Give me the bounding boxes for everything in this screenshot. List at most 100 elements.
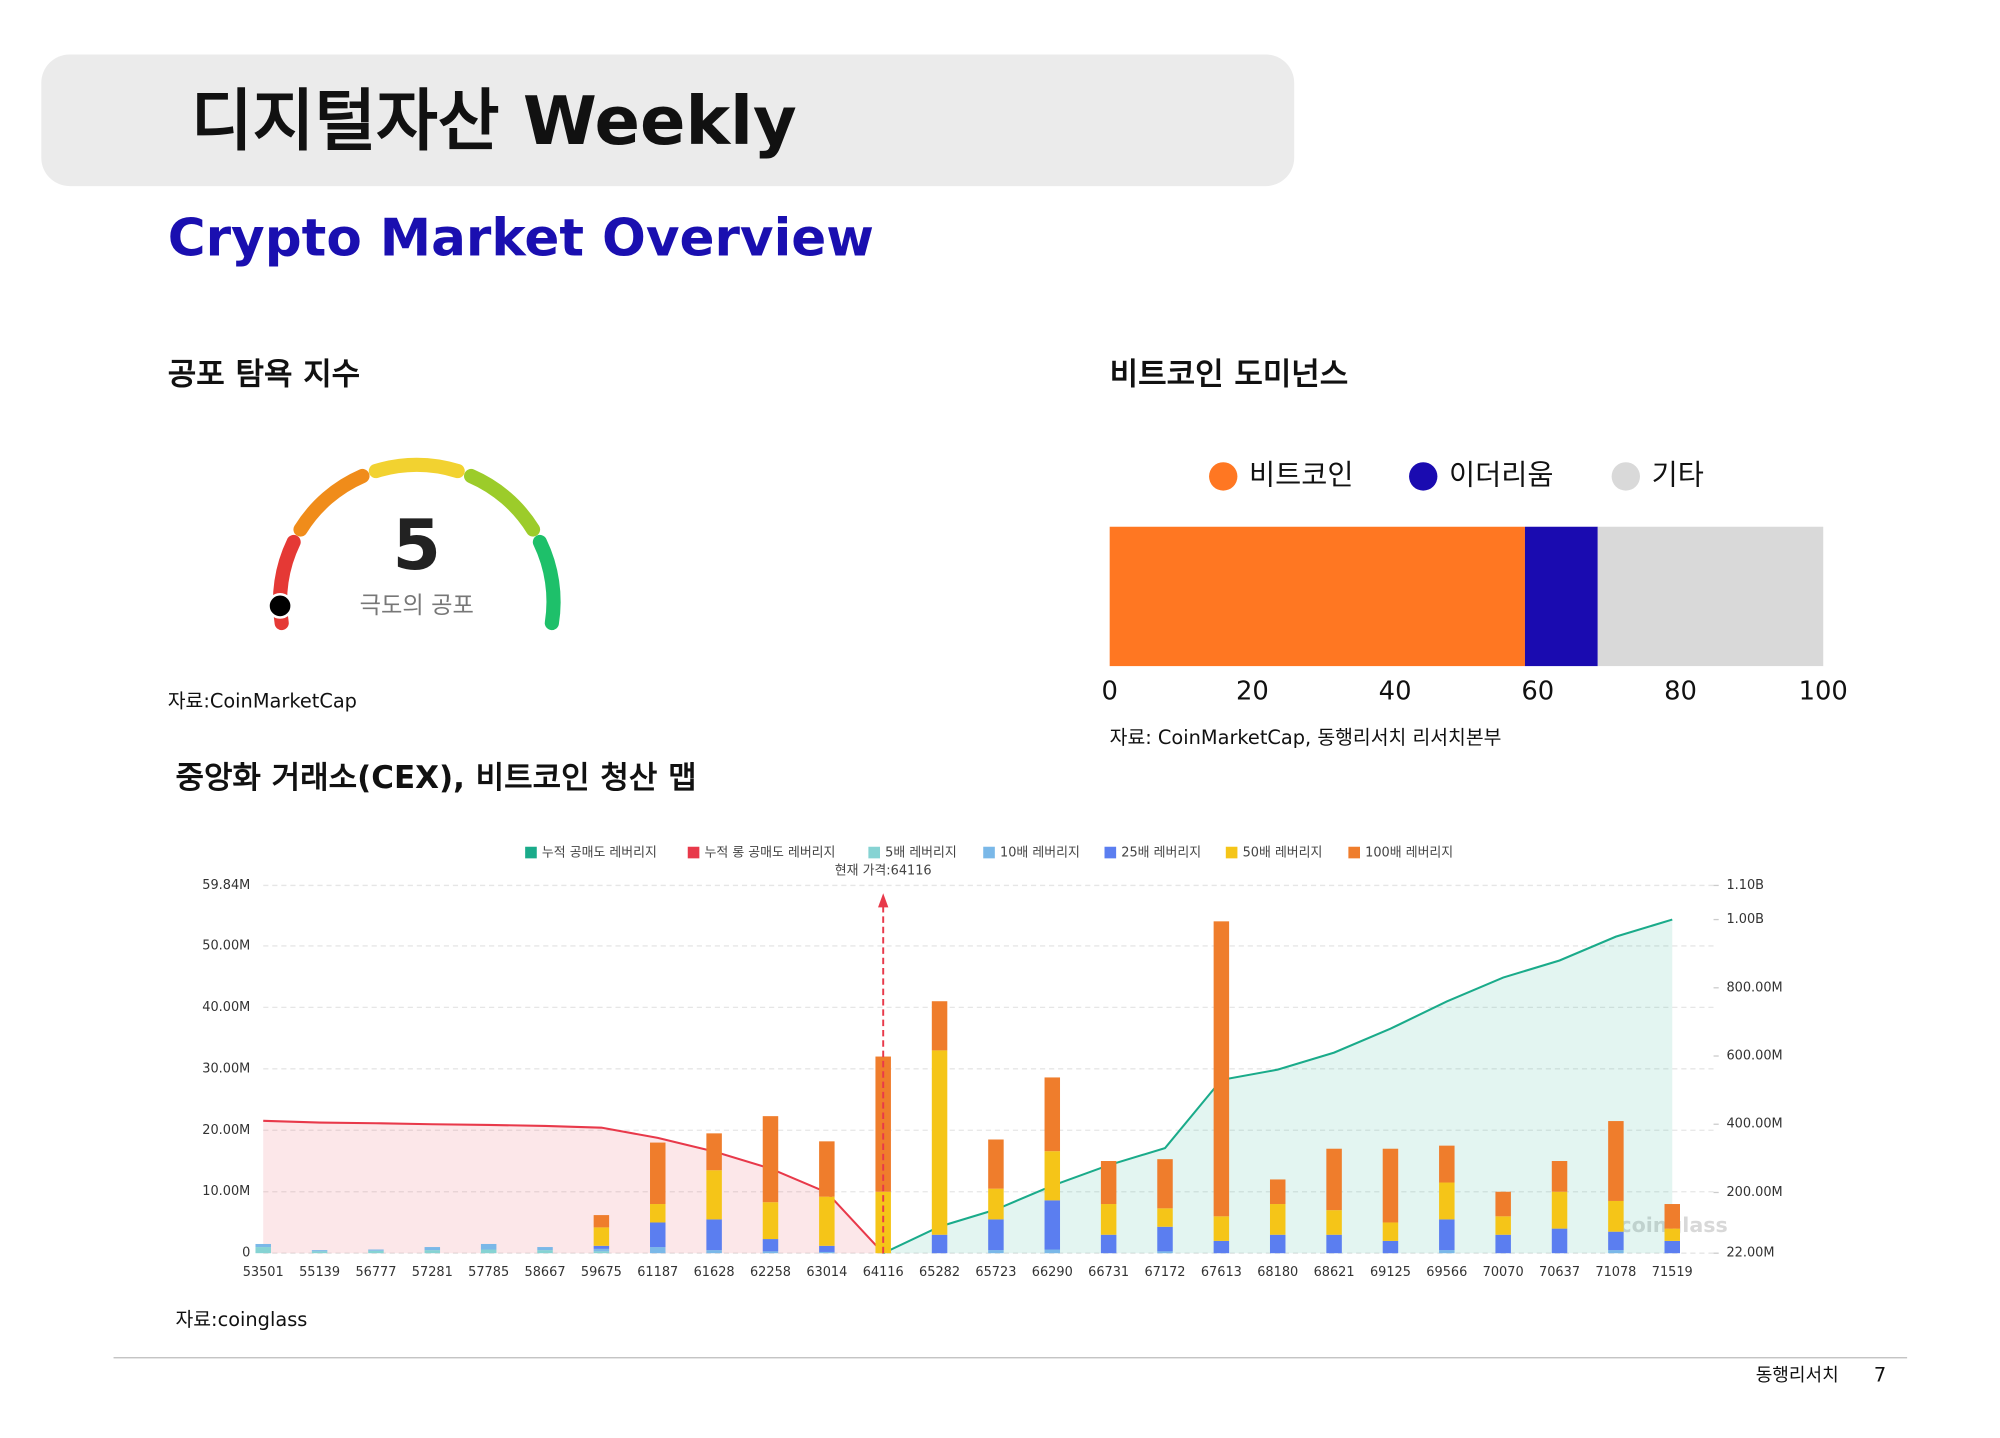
liquidation-bar — [1495, 1191, 1511, 1217]
liquidation-bar — [1382, 1148, 1399, 1223]
x-tick-label: 55139 — [299, 1265, 340, 1280]
liquidation-bar — [1100, 1161, 1117, 1205]
x-tick-label: 65282 — [919, 1265, 960, 1280]
liquidation-bar — [1439, 1219, 1455, 1251]
legend-label: 100배 레버리지 — [1365, 846, 1453, 861]
liquidation-bar — [1551, 1191, 1568, 1229]
y-tick-label: 30.00M — [202, 1061, 250, 1076]
gauge-segment — [463, 468, 541, 537]
liquidation-bar — [650, 1204, 666, 1223]
liquidation-bar — [988, 1219, 1004, 1251]
x-tick-label: 0 — [1101, 676, 1117, 706]
x-tick-label: 57785 — [468, 1265, 509, 1280]
x-tick-label: 100 — [1799, 676, 1848, 706]
x-tick-label: 60 — [1521, 676, 1554, 706]
liquidation-bar — [424, 1250, 441, 1254]
liquidation-bar — [1551, 1228, 1568, 1254]
legend-swatch — [868, 846, 880, 859]
x-tick-label: 62258 — [750, 1265, 791, 1280]
liquidation-bar — [1326, 1148, 1342, 1211]
y2-tick-label: 22.00M — [1726, 1246, 1774, 1261]
liquidation-bar — [1439, 1145, 1455, 1183]
y-tick-label: 0 — [242, 1246, 250, 1261]
y-tick-label: 40.00M — [202, 1000, 250, 1015]
gauge-segment — [293, 468, 370, 537]
cumulative-line — [882, 918, 1673, 1255]
legend-swatch — [1348, 846, 1360, 859]
liquidation-bar — [650, 1142, 666, 1205]
liquidation-bar — [1269, 1204, 1286, 1235]
dominance-segment — [1597, 526, 1824, 667]
liquidation-bar — [819, 1141, 835, 1197]
footer-company: 동행리서치 — [1756, 1365, 1839, 1386]
liquidation-bar — [762, 1251, 779, 1254]
liquidation-bar — [537, 1247, 553, 1251]
y2-tick-label: 600.00M — [1726, 1049, 1782, 1064]
liquidation-bar — [706, 1133, 722, 1171]
y-tick-label: 59.84M — [202, 878, 250, 893]
legend-label: 누적 롱 공매도 레버리지 — [705, 846, 836, 861]
y-tick-label: 20.00M — [202, 1123, 250, 1138]
legend-swatch — [1209, 462, 1238, 491]
liquidation-bar — [1213, 921, 1230, 1217]
liquidation-bar — [311, 1250, 328, 1252]
x-tick-label: 58667 — [525, 1265, 566, 1280]
section-title: 중앙화 거래소(CEX), 비트코인 청산 맵 — [175, 760, 696, 796]
x-tick-label: 71078 — [1595, 1265, 1636, 1280]
liquidation-bar — [650, 1222, 666, 1248]
liquidation-bar — [1269, 1234, 1286, 1254]
legend-swatch — [1104, 846, 1117, 859]
cumulative-area — [883, 919, 1673, 1254]
liquidation-bar — [819, 1251, 835, 1254]
liquidation-bar — [480, 1249, 497, 1254]
liquidation-bar — [1044, 1200, 1061, 1250]
legend-label: 25배 레버리지 — [1121, 846, 1201, 861]
legend-label: 누적 공매도 레버리지 — [542, 846, 657, 861]
liquidation-bar — [255, 1247, 271, 1254]
x-tick-label: 66731 — [1088, 1265, 1129, 1280]
x-tick-label: 70637 — [1539, 1265, 1580, 1280]
y-tick-label: 10.00M — [202, 1184, 250, 1199]
legend-swatch — [1225, 846, 1238, 859]
x-tick-label: 65723 — [975, 1265, 1016, 1280]
page-number: 7 — [1874, 1363, 1886, 1386]
liquidation-bar — [1608, 1200, 1624, 1232]
x-tick-label: 68621 — [1314, 1265, 1355, 1280]
x-tick-label: 64116 — [863, 1265, 904, 1280]
y2-tick-label: 1.00B — [1726, 912, 1764, 927]
gauge-label: 극도의 공포 — [360, 592, 474, 619]
x-tick-label: 80 — [1664, 676, 1697, 706]
liquidation-bar — [593, 1227, 610, 1246]
liquidation-bar — [1157, 1251, 1173, 1254]
legend-swatch — [1409, 462, 1438, 491]
x-tick-label: 69566 — [1426, 1265, 1467, 1280]
liquidation-bar — [1551, 1161, 1568, 1192]
liquidation-bar — [1044, 1249, 1061, 1254]
liquidation-bar — [1495, 1234, 1511, 1254]
liquidation-bar — [1157, 1208, 1173, 1227]
liquidation-bar — [1044, 1151, 1061, 1201]
gauge-segment — [532, 534, 561, 631]
header-box — [41, 54, 1295, 187]
liquidation-bar — [931, 1050, 948, 1235]
x-tick-label: 61187 — [637, 1265, 678, 1280]
liquidation-bar — [1439, 1182, 1455, 1220]
x-tick-label: 40 — [1379, 676, 1412, 706]
liquidation-bar — [1213, 1216, 1230, 1241]
gauge-segment — [368, 457, 465, 479]
liquidation-bar — [819, 1245, 835, 1252]
x-tick-label: 61628 — [694, 1265, 735, 1280]
liquidation-bar — [1382, 1222, 1399, 1241]
x-tick-label: 69125 — [1370, 1265, 1411, 1280]
liquidation-bar — [1439, 1250, 1455, 1254]
liquidation-bar — [1326, 1234, 1342, 1254]
header-subtitle: Crypto Market Overview — [168, 209, 874, 269]
price-arrow — [878, 893, 889, 908]
x-tick-label: 63014 — [806, 1265, 847, 1280]
liquidation-bar — [368, 1250, 384, 1254]
liquidation-bar — [311, 1251, 328, 1254]
liquidation-bar — [1382, 1240, 1399, 1254]
liquidation-bar — [1213, 1240, 1230, 1254]
y2-tick-label: 1.10B — [1726, 878, 1764, 893]
liquidation-bar — [480, 1243, 497, 1250]
